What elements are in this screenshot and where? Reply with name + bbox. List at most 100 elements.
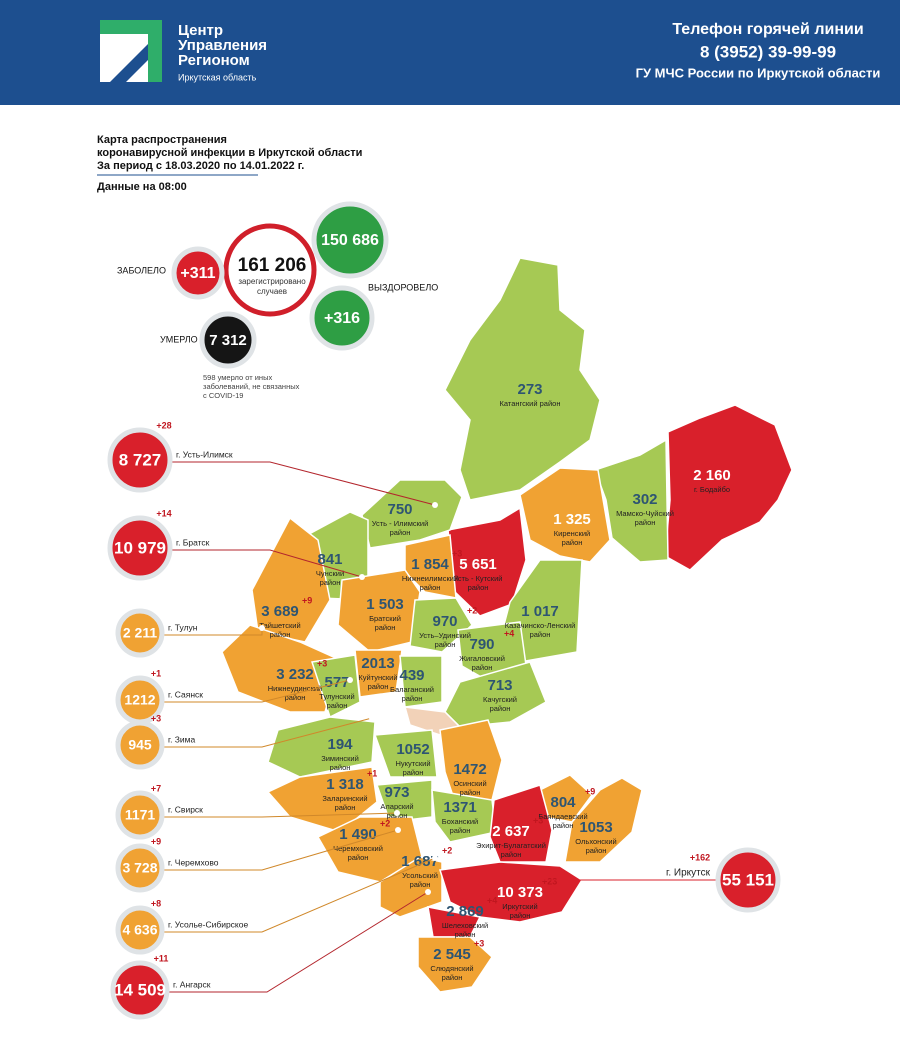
district-value: 2 545 bbox=[433, 946, 471, 963]
location-dot bbox=[432, 855, 438, 861]
district-name: район bbox=[320, 578, 341, 587]
map-region bbox=[431, 789, 497, 843]
total-value: 161 206 bbox=[238, 255, 307, 276]
leader-line bbox=[162, 679, 351, 703]
district-value: 302 bbox=[632, 491, 657, 508]
district-delta: +4 bbox=[487, 895, 497, 905]
city-name: г. Усть-Илимск bbox=[176, 449, 233, 459]
district-name: Шелеховский bbox=[442, 921, 488, 930]
title-line: Карта распространения bbox=[97, 134, 227, 146]
district-name: район bbox=[285, 693, 306, 702]
district-name: Нукутский bbox=[395, 759, 430, 768]
city-circle bbox=[110, 960, 170, 1020]
deaths-circle bbox=[199, 311, 257, 369]
location-dot bbox=[259, 625, 265, 631]
district-name: район bbox=[348, 853, 369, 862]
city-circle bbox=[115, 790, 165, 840]
city-circle bbox=[107, 427, 173, 493]
district-name: район bbox=[442, 973, 463, 982]
district-delta: +2 bbox=[380, 818, 390, 828]
title-line: коронавирусной инфекции в Иркутской обла… bbox=[97, 147, 362, 159]
map-region bbox=[519, 467, 611, 563]
district-value: 841 bbox=[317, 551, 342, 568]
location-dot bbox=[395, 827, 401, 833]
map-region bbox=[379, 856, 443, 918]
district-name: Аларский bbox=[380, 802, 413, 811]
recovered-label: ВЫЗДОРОВЕЛО bbox=[368, 282, 438, 292]
district-name: Ольхонский bbox=[575, 837, 616, 846]
district-value: 2 869 bbox=[446, 903, 484, 920]
recovered-value: 150 686 bbox=[321, 232, 379, 249]
map-region bbox=[373, 729, 438, 778]
city-delta: +28 bbox=[156, 420, 171, 430]
city-circle bbox=[715, 847, 781, 913]
map-region bbox=[594, 438, 669, 563]
location-dot bbox=[425, 889, 431, 895]
logo-text: Центр bbox=[178, 22, 223, 39]
city-delta: +11 bbox=[154, 953, 169, 963]
district-value: 1053 bbox=[579, 819, 612, 836]
district-value: 1 490 bbox=[339, 826, 377, 843]
district-delta: +2 bbox=[442, 845, 452, 855]
location-dot bbox=[432, 502, 438, 508]
district-name: Иркутский bbox=[502, 902, 537, 911]
hotline-phone: 8 (3952) 39-99-99 bbox=[700, 42, 836, 61]
district-value: 1052 bbox=[396, 741, 429, 758]
city-name: г. Братск bbox=[176, 537, 210, 547]
district-value: 3 232 bbox=[276, 666, 314, 683]
district-value: 2 637 bbox=[492, 823, 530, 840]
district-name: Слюдянский bbox=[430, 964, 473, 973]
logo-icon bbox=[100, 20, 162, 82]
city-circle bbox=[107, 515, 173, 581]
logo-region: Иркутская область bbox=[178, 72, 257, 82]
city-circle bbox=[115, 720, 165, 770]
district-name: Нижнеилимский bbox=[402, 574, 458, 583]
city-value: 8 727 bbox=[119, 450, 162, 469]
map-region bbox=[417, 936, 493, 993]
district-name: район bbox=[553, 821, 574, 830]
location-dot bbox=[394, 810, 400, 816]
district-delta: +4 bbox=[504, 628, 514, 638]
city-name: г. Саянск bbox=[168, 689, 203, 699]
district-name: район bbox=[327, 701, 348, 710]
city-name: г. Свирск bbox=[168, 804, 203, 814]
infected-delta-circle bbox=[171, 246, 225, 300]
data-time: Данные на 08:00 bbox=[97, 181, 187, 193]
district-name: Братский bbox=[369, 614, 401, 623]
infected-label: ЗАБОЛЕЛО bbox=[117, 265, 166, 275]
city-delta: +162 bbox=[690, 852, 710, 862]
district-value: 577 bbox=[324, 674, 349, 691]
deaths-note: заболеваний, не связанных bbox=[203, 382, 300, 391]
district-value: 1472 bbox=[453, 761, 486, 778]
city-value: 1171 bbox=[125, 807, 156, 823]
district-delta: +3 bbox=[474, 938, 484, 948]
deaths-value: 7 312 bbox=[209, 332, 247, 349]
city-name: г. Зима bbox=[168, 734, 196, 744]
leader-line bbox=[162, 812, 398, 818]
district-delta: +9 bbox=[585, 786, 595, 796]
district-name: Нижнеудинский bbox=[268, 684, 322, 693]
district-name: район bbox=[455, 930, 476, 939]
district-name: район bbox=[403, 768, 424, 777]
district-name: Зиминский bbox=[321, 754, 359, 763]
district-name: Баяндаевский bbox=[538, 812, 587, 821]
district-name: Усть - Илимский bbox=[372, 519, 429, 528]
district-value: 2 160 bbox=[693, 467, 731, 484]
district-value: 970 bbox=[432, 613, 457, 630]
city-delta: +8 bbox=[151, 898, 161, 908]
district-value: 439 bbox=[399, 667, 424, 684]
district-name: Усть–Удинский bbox=[419, 631, 471, 640]
location-dot bbox=[359, 574, 365, 580]
district-value: 713 bbox=[487, 677, 512, 694]
district-name: район bbox=[562, 538, 583, 547]
location-dot bbox=[369, 715, 375, 721]
district-name: Куйтунский bbox=[358, 673, 397, 682]
district-name: район bbox=[270, 630, 291, 639]
location-dot bbox=[347, 677, 353, 683]
district-name: Качугский bbox=[483, 695, 517, 704]
district-delta: +3 bbox=[533, 815, 543, 825]
map-region bbox=[311, 654, 361, 719]
recovered-circle bbox=[311, 201, 389, 279]
leader-line bbox=[167, 891, 429, 993]
district-delta: +9 bbox=[302, 595, 312, 605]
